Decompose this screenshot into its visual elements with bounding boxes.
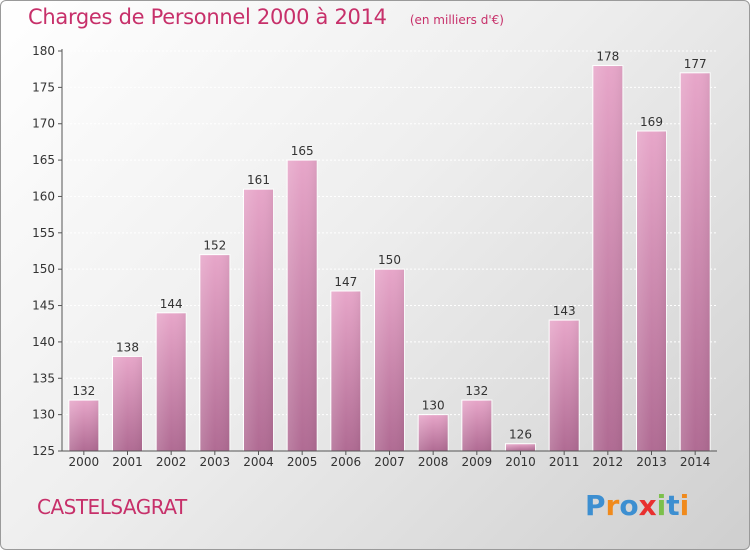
logo-letter: i xyxy=(656,489,667,522)
y-tick-label: 165 xyxy=(32,153,55,167)
data-label: 143 xyxy=(553,304,576,318)
data-label: 132 xyxy=(465,384,488,398)
data-label: 150 xyxy=(378,253,401,267)
logo-letter: x xyxy=(638,489,657,522)
logo-letter: i xyxy=(679,489,690,522)
bar xyxy=(461,399,493,452)
data-label: 132 xyxy=(72,384,95,398)
y-tick-label: 150 xyxy=(32,262,55,276)
x-tick-label: 2008 xyxy=(418,455,449,469)
bar xyxy=(199,254,231,452)
x-tick-label: 2012 xyxy=(593,455,624,469)
chart-header: Charges de Personnel 2000 à 2014 (en mil… xyxy=(28,5,504,29)
data-label: 165 xyxy=(291,144,314,158)
proxiti-logo: Proxiti xyxy=(585,489,689,522)
bar xyxy=(505,443,536,452)
data-label: 178 xyxy=(596,50,619,64)
x-tick-label: 2010 xyxy=(505,455,536,469)
x-tick-label: 2007 xyxy=(374,455,405,469)
bar xyxy=(548,319,580,452)
bar xyxy=(636,130,667,452)
bar xyxy=(286,159,318,452)
y-tick-label: 130 xyxy=(32,408,55,422)
bar xyxy=(112,355,143,452)
bar xyxy=(243,188,274,452)
logo-letter: r xyxy=(605,489,620,522)
commune-name: CASTELSAGRAT xyxy=(37,495,187,519)
bar xyxy=(330,290,362,452)
x-tick-label: 2000 xyxy=(69,455,100,469)
bar xyxy=(374,268,405,452)
data-label: 161 xyxy=(247,173,270,187)
axes xyxy=(58,49,717,455)
y-tick-label: 135 xyxy=(32,371,55,385)
data-label: 152 xyxy=(203,239,226,253)
y-tick-label: 160 xyxy=(32,189,55,203)
bar xyxy=(417,414,449,452)
x-tick-label: 2001 xyxy=(112,455,143,469)
data-label: 147 xyxy=(334,275,357,289)
logo-letter: t xyxy=(666,489,680,522)
data-label: 144 xyxy=(160,297,183,311)
data-label: 126 xyxy=(509,428,532,442)
data-label: 130 xyxy=(422,399,445,413)
x-tick-label: 2005 xyxy=(287,455,318,469)
bar xyxy=(155,312,187,452)
x-tick-label: 2011 xyxy=(549,455,580,469)
x-tick-label: 2004 xyxy=(243,455,274,469)
data-label: 169 xyxy=(640,115,663,129)
logo-letter: o xyxy=(619,489,639,522)
y-tick-label: 125 xyxy=(32,444,55,458)
x-tick-label: 2009 xyxy=(462,455,493,469)
y-tick-label: 140 xyxy=(32,335,55,349)
labels: 125 130 135 140 145 150 155 160 165 170 175 180 132 2… xyxy=(32,44,710,469)
chart-title: Charges de Personnel 2000 à 2014 xyxy=(28,5,387,29)
y-tick-label: 155 xyxy=(32,226,55,240)
data-label: 177 xyxy=(684,57,707,71)
x-tick-label: 2002 xyxy=(156,455,187,469)
bar xyxy=(68,399,100,452)
bar xyxy=(592,65,624,452)
x-tick-label: 2006 xyxy=(331,455,362,469)
y-tick-label: 145 xyxy=(32,299,55,313)
y-tick-label: 180 xyxy=(32,44,55,58)
x-tick-label: 2014 xyxy=(680,455,711,469)
data-label: 138 xyxy=(116,340,139,354)
bar xyxy=(679,72,711,452)
unit-note: (en milliers d'€) xyxy=(409,13,504,27)
x-tick-label: 2003 xyxy=(200,455,231,469)
y-tick-label: 170 xyxy=(32,117,55,131)
logo-letter: P xyxy=(585,489,606,522)
y-tick-label: 175 xyxy=(32,80,55,94)
x-tick-label: 2013 xyxy=(636,455,667,469)
